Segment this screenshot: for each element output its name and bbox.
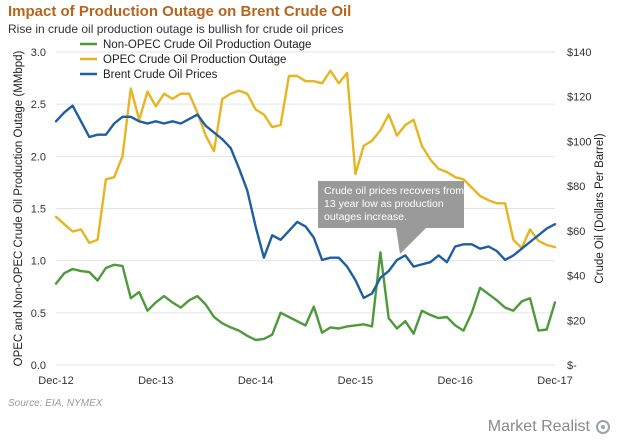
y-right-tick-label: $- <box>567 360 577 372</box>
callout-text: Crude oil prices recovers from <box>324 185 464 197</box>
y-left-tick-label: 2.5 <box>31 99 46 111</box>
legend-label: Non-OPEC Crude Oil Production Outage <box>103 39 311 51</box>
x-tick-label: Dec-14 <box>238 375 273 387</box>
x-tick-label: Dec-13 <box>138 375 173 387</box>
y-left-tick-label: 1.0 <box>31 256 46 268</box>
callout-box <box>318 181 464 228</box>
series-line <box>54 104 557 300</box>
y-right-tick-label: $20 <box>567 315 585 327</box>
callout-pointer <box>396 228 426 254</box>
legend-label: OPEC Crude Oil Production Outage <box>103 54 286 66</box>
y-left-tick-label: 2.0 <box>31 151 46 163</box>
series-line <box>54 69 557 250</box>
y-left-tick-label: 0.0 <box>31 360 46 372</box>
series-line <box>54 251 557 342</box>
y-left-tick-label: 3.0 <box>31 47 46 59</box>
y-right-tick-label: $100 <box>567 136 591 148</box>
brand-logo: Market Realist <box>488 418 610 436</box>
chart-title: Impact of Production Outage on Brent Cru… <box>8 3 352 20</box>
y-right-tick-label: $120 <box>567 92 591 104</box>
source-note: Source: EIA, NYMEX <box>8 398 103 409</box>
y-right-axis-title: Crude Oil (Dollars Per Barrel) <box>594 133 606 283</box>
legend: Non-OPEC Crude Oil Production Outage OPEC… <box>80 39 311 81</box>
axes: 0.0 0.5 1.0 1.5 2.0 2.5 3.0 $- $20 $40 $60 $80 $100 $… <box>13 47 606 387</box>
brand-label: Market Realist <box>487 418 590 435</box>
y-left-tick-label: 0.5 <box>31 308 46 320</box>
callout-text: 13 year low as production <box>324 198 444 210</box>
brand-mark-icon <box>596 420 610 434</box>
gridlines <box>56 51 555 366</box>
legend-label: Brent Crude Oil Prices <box>103 69 218 81</box>
chart-subtitle: Rise in crude oil production outage is b… <box>8 22 344 36</box>
y-left-axis-title: OPEC and Non-OPEC Crude Oil Production O… <box>13 50 25 366</box>
x-tick-label: Dec-17 <box>537 375 572 387</box>
series-lines <box>54 69 557 342</box>
x-tick-label: Dec-15 <box>338 375 373 387</box>
x-tick-label: Dec-12 <box>38 375 73 387</box>
y-right-tick-label: $80 <box>567 181 585 193</box>
x-tick-label: Dec-16 <box>437 375 472 387</box>
y-right-tick-label: $40 <box>567 271 585 283</box>
y-right-tick-label: $60 <box>567 226 585 238</box>
callout-text: outages increase. <box>324 211 407 223</box>
y-left-tick-label: 1.5 <box>31 204 46 216</box>
y-right-tick-label: $140 <box>567 47 591 59</box>
